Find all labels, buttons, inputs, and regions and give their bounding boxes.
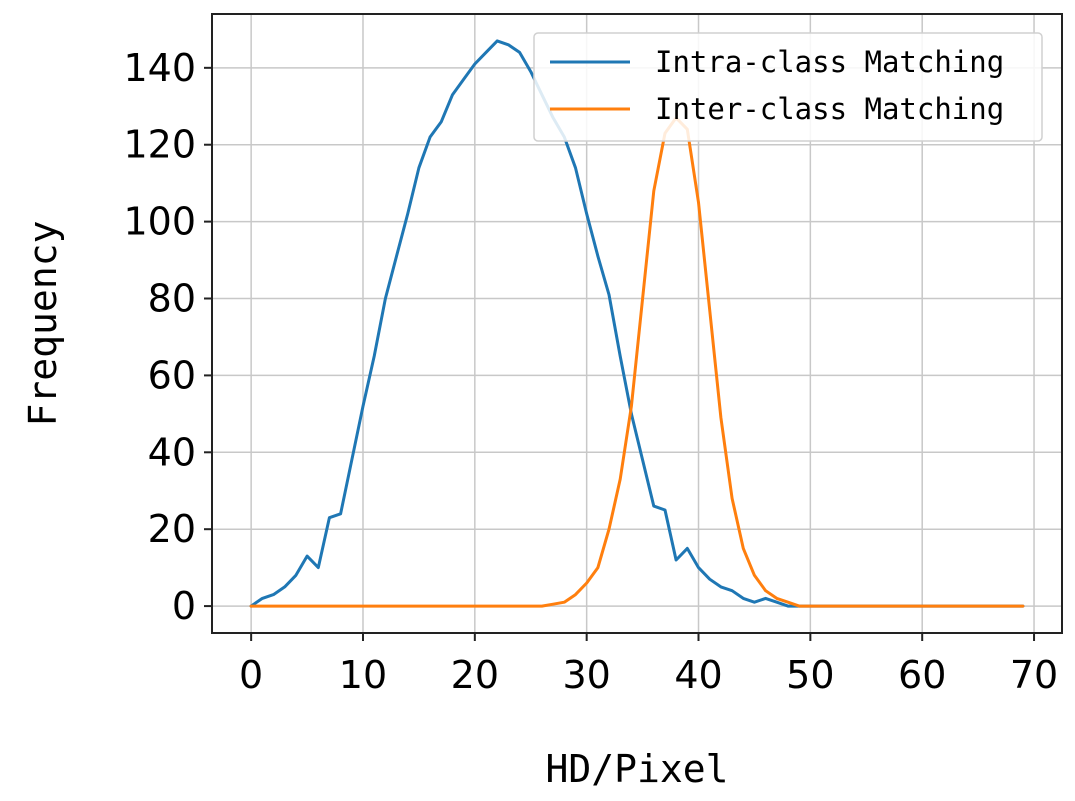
legend-label-inter-class: Inter-class Matching — [655, 92, 1004, 126]
y-tick-label: 140 — [123, 46, 196, 90]
x-axis-ticks: 0 10 20 30 40 50 60 70 — [239, 633, 1058, 697]
series-line-1 — [249, 116, 1025, 608]
x-tick-label: 20 — [451, 653, 499, 697]
y-tick-label: 120 — [123, 123, 196, 167]
y-tick-label: 20 — [148, 507, 196, 551]
x-tick-label: 40 — [674, 653, 722, 697]
y-tick-label: 60 — [148, 353, 196, 397]
legend-box — [533, 32, 1043, 142]
x-tick-label: 0 — [239, 653, 263, 697]
x-tick-label: 10 — [339, 653, 387, 697]
x-tick-label: 30 — [562, 653, 610, 697]
x-axis-label: HD/Pixel — [545, 747, 728, 791]
y-axis-label: Frequency — [21, 221, 65, 427]
y-tick-label: 100 — [123, 200, 196, 244]
y-tick-label: 40 — [148, 430, 196, 474]
y-tick-label: 0 — [172, 584, 196, 628]
legend: Intra-class Matching Inter-class Matchin… — [533, 32, 1043, 142]
plot-frame — [211, 13, 1063, 634]
x-tick-label: 50 — [786, 653, 834, 697]
series-lines — [249, 39, 1025, 608]
x-tick-label: 70 — [1010, 653, 1058, 697]
y-axis-ticks: 0 20 40 60 80 100 120 140 — [123, 46, 212, 628]
y-tick-label: 80 — [148, 277, 196, 321]
x-tick-label: 60 — [898, 653, 946, 697]
legend-label-intra-class: Intra-class Matching — [655, 45, 1004, 79]
